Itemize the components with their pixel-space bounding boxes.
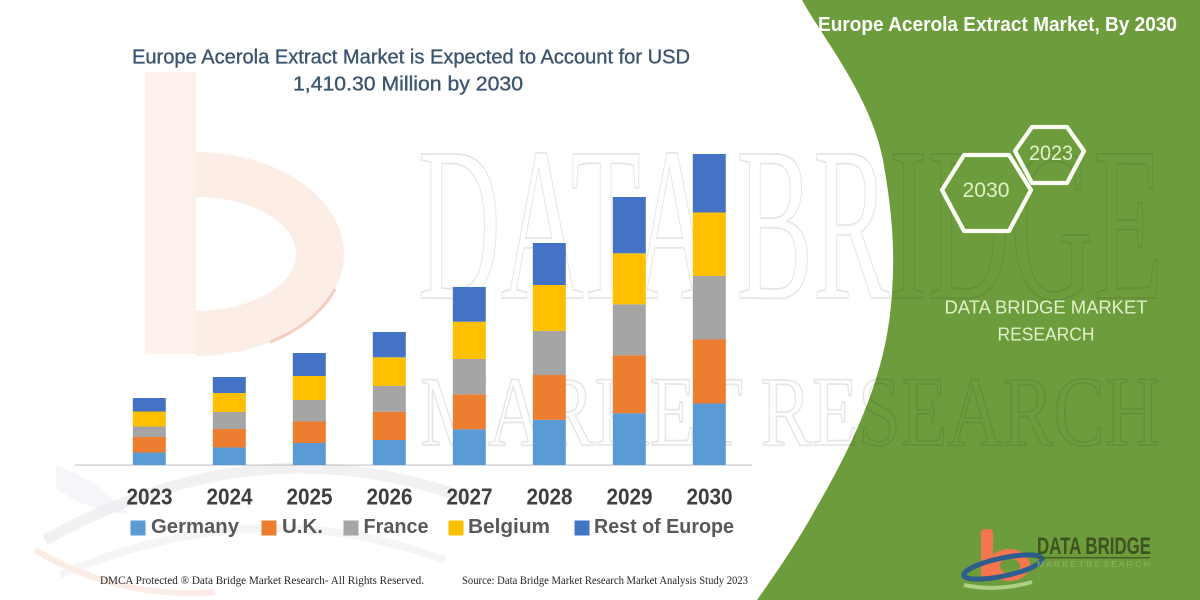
svg-text:France: France (364, 516, 429, 538)
svg-text:2029: 2029 (607, 484, 653, 510)
svg-text:Europe Acerola Extract Market: Europe Acerola Extract Market is Expecte… (132, 47, 690, 69)
svg-text:Source: Data Bridge Market Res: Source: Data Bridge Market Research Mark… (462, 573, 748, 587)
svg-text:M A R K E T R E S E A R C H: M A R K E T R E S E A R C H (1037, 560, 1150, 569)
svg-text:RESEARCH: RESEARCH (998, 325, 1095, 345)
svg-text:2028: 2028 (527, 484, 573, 510)
svg-text:2023: 2023 (1029, 142, 1073, 165)
svg-text:DATA BRIDGE: DATA BRIDGE (1037, 533, 1151, 560)
svg-text:U.K.: U.K. (282, 516, 323, 538)
svg-text:DATA BRIDGE MARKET: DATA BRIDGE MARKET (945, 298, 1148, 318)
svg-text:DMCA Protected ® Data Bridge M: DMCA Protected ® Data Bridge Market Rese… (100, 573, 424, 587)
svg-text:Europe Acerola Extract Market,: Europe Acerola Extract Market, By 2030 (818, 14, 1177, 36)
svg-text:MARKET RESEARCH: MARKET RESEARCH (420, 356, 1160, 467)
svg-text:2024: 2024 (207, 484, 253, 510)
svg-text:1,410.30 Million by 2030: 1,410.30 Million by 2030 (293, 74, 523, 96)
svg-text:2025: 2025 (287, 484, 333, 510)
svg-text:2030: 2030 (687, 484, 733, 510)
svg-text:Belgium: Belgium (468, 516, 550, 538)
svg-text:2030: 2030 (963, 179, 1010, 202)
svg-text:2026: 2026 (367, 484, 413, 510)
svg-text:Rest of Europe: Rest of Europe (594, 516, 734, 538)
svg-text:2023: 2023 (127, 484, 173, 510)
svg-text:2027: 2027 (447, 484, 493, 510)
svg-text:Germany: Germany (151, 516, 240, 538)
